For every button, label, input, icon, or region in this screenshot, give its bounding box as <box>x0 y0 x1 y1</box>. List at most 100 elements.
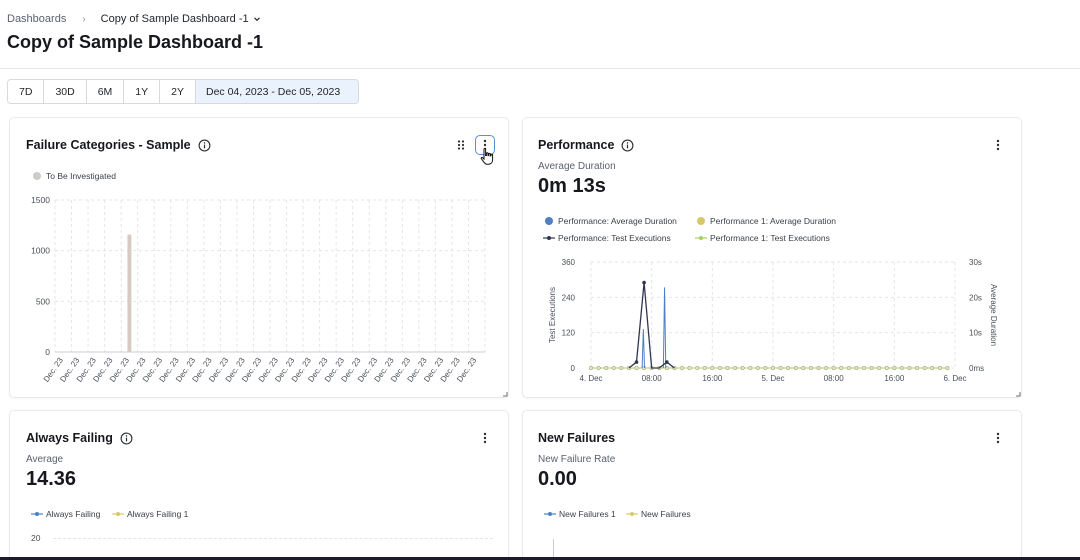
legend-item[interactable]: New Failures <box>626 509 691 519</box>
performance-chart: 360 30s 240 20s 120 10s 0 0ms 4. Dec 08:00 16:00 5.… <box>548 258 998 383</box>
new-failures-title: New Failures <box>538 431 615 445</box>
legend-label: Performance: Average Duration <box>558 216 677 226</box>
data-point <box>930 366 935 371</box>
range-6m-button[interactable]: 6M <box>86 80 125 103</box>
more-vertical-icon <box>996 139 1000 151</box>
y-axis-tick-label: 1500 <box>31 195 50 205</box>
info-icon[interactable] <box>120 432 133 445</box>
card-menu-button[interactable] <box>988 428 1008 448</box>
data-point <box>816 366 821 371</box>
data-point <box>702 366 707 371</box>
data-point <box>884 366 889 371</box>
legend-label: To Be Investigated <box>46 171 116 181</box>
legend-item[interactable]: Always Failing <box>31 509 100 519</box>
y-axis-tick-label: 240 <box>562 293 576 302</box>
info-icon[interactable] <box>621 139 634 152</box>
card-menu-button[interactable] <box>475 428 495 448</box>
legend-label: Performance: Test Executions <box>558 233 671 243</box>
performance-card: Performance Average Duration 0m 13s Perf… <box>522 117 1022 398</box>
data-point <box>892 366 897 371</box>
data-point <box>922 366 927 371</box>
range-1y-button[interactable]: 1Y <box>124 80 161 103</box>
breadcrumb: Dashboards › Copy of Sample Dashboard -1 <box>7 13 261 25</box>
y-axis-tick-label: 20 <box>31 533 41 543</box>
data-point <box>778 366 783 371</box>
legend-label: Always Failing 1 <box>127 509 189 519</box>
x-axis-tick-label: 16:00 <box>702 374 723 383</box>
range-2y-button[interactable]: 2Y <box>160 80 196 103</box>
data-point <box>733 366 738 371</box>
header-divider <box>0 68 1080 69</box>
legend-item[interactable]: To Be Investigated <box>32 171 116 181</box>
bottom-edge-bar <box>0 557 1080 560</box>
info-icon[interactable] <box>198 139 211 152</box>
data-point <box>937 366 942 371</box>
data-point <box>642 280 646 285</box>
metric-label: New Failure Rate <box>538 454 616 465</box>
legend-marker-icon <box>33 172 41 180</box>
custom-date-range-button[interactable]: Dec 04, 2023 - Dec 05, 2023 <box>195 80 359 103</box>
y-axis-line <box>553 539 554 560</box>
legend-label: Performance 1: Average Duration <box>710 216 836 226</box>
data-point <box>680 366 685 371</box>
metric-label: Average Duration <box>538 161 616 172</box>
data-point <box>899 366 904 371</box>
card-title-text: Always Failing <box>26 431 113 445</box>
data-point <box>665 360 669 364</box>
breadcrumb-separator-icon: › <box>82 13 86 25</box>
data-point <box>740 366 745 371</box>
always-failing-card: Always Failing Average 14.36 Always Fail… <box>9 410 509 560</box>
legend-label: New Failures <box>641 509 691 519</box>
data-point <box>846 366 851 371</box>
card-menu-button[interactable] <box>988 135 1008 155</box>
data-point <box>915 366 920 371</box>
drag-handle-icon[interactable] <box>455 139 467 151</box>
breadcrumb-dashboards-link[interactable]: Dashboards <box>7 13 67 25</box>
dashboard-selector[interactable]: Copy of Sample Dashboard -1 <box>101 13 261 25</box>
legend-line-icon <box>31 512 43 516</box>
resize-handle-icon[interactable] <box>502 391 508 397</box>
data-point <box>801 366 806 371</box>
data-point <box>831 366 836 371</box>
legend-item[interactable]: Performance 1: Average Duration <box>696 216 836 226</box>
legend-item[interactable]: Performance: Test Executions <box>543 233 671 243</box>
resize-handle-icon[interactable] <box>1015 391 1021 397</box>
legend-label: Performance 1: Test Executions <box>710 233 830 243</box>
data-point <box>793 366 798 371</box>
legend-item[interactable]: Performance: Average Duration <box>544 216 677 226</box>
metric-value: 0.00 <box>538 468 577 490</box>
page-title: Copy of Sample Dashboard -1 <box>7 32 264 52</box>
gridline <box>53 538 493 539</box>
failure-categories-card: Failure Categories - Sample To Be Invest… <box>9 117 509 398</box>
y2-axis-tick-label: 20s <box>969 293 982 302</box>
legend-line-icon <box>544 512 556 516</box>
failure-categories-title: Failure Categories - Sample <box>26 138 211 152</box>
metric-value: 0m 13s <box>538 175 606 197</box>
more-vertical-icon <box>996 432 1000 444</box>
legend-label: Always Failing <box>46 509 101 519</box>
legend-item[interactable]: New Failures 1 <box>544 509 616 519</box>
performance-title: Performance <box>538 138 634 152</box>
range-7d-button[interactable]: 7D <box>8 80 45 103</box>
y-axis-title: Test Executions <box>548 287 557 343</box>
card-title-text: New Failures <box>538 431 616 445</box>
legend-line-icon <box>626 512 638 516</box>
data-point <box>717 366 722 371</box>
data-point <box>869 366 874 371</box>
data-point <box>619 366 624 371</box>
data-point <box>771 366 776 371</box>
data-point <box>604 366 609 371</box>
legend-marker-icon <box>545 217 553 225</box>
legend-item[interactable]: Performance 1: Test Executions <box>695 233 830 243</box>
data-point <box>755 366 760 371</box>
range-30d-button[interactable]: 30D <box>44 80 87 103</box>
legend-label: New Failures 1 <box>559 509 616 519</box>
legend-item[interactable]: Always Failing 1 <box>112 509 188 519</box>
x-axis-tick-label: 08:00 <box>824 374 845 383</box>
y2-axis-tick-label: 10s <box>969 329 982 338</box>
date-range-selector: 7D 30D 6M 1Y 2Y Dec 04, 2023 - Dec 05, 2… <box>7 79 360 104</box>
data-point <box>634 360 639 364</box>
x-axis-tick-label: 6. Dec <box>943 374 966 383</box>
data-point <box>824 366 829 371</box>
